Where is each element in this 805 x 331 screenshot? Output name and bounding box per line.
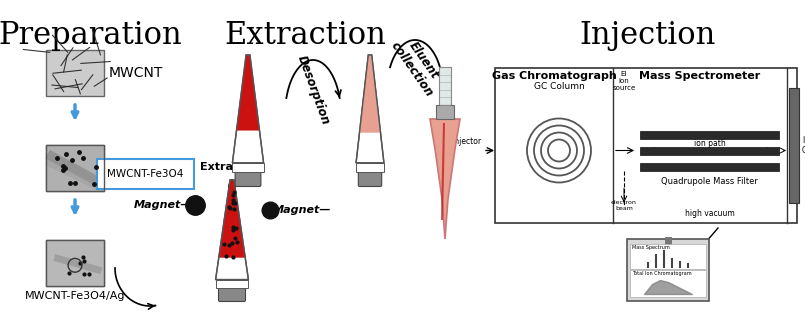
Text: Magnet—: Magnet— xyxy=(134,200,192,210)
Text: Magnet—: Magnet— xyxy=(273,205,332,215)
Text: Total Ion Chromatogram: Total Ion Chromatogram xyxy=(632,271,691,276)
Bar xyxy=(46,240,104,286)
Text: high vacuum: high vacuum xyxy=(684,209,734,218)
Polygon shape xyxy=(216,180,249,280)
Bar xyxy=(630,244,706,269)
Text: Injection: Injection xyxy=(580,20,716,51)
Bar xyxy=(46,240,104,286)
Bar xyxy=(789,88,799,203)
Bar xyxy=(640,130,779,138)
Bar xyxy=(216,280,249,288)
Text: EI
ion
source: EI ion source xyxy=(613,71,636,91)
Text: MWCNT-Fe3O4: MWCNT-Fe3O4 xyxy=(107,169,184,179)
Text: electron
beam: electron beam xyxy=(611,200,637,211)
Bar xyxy=(640,163,779,170)
Bar xyxy=(46,145,104,191)
Bar xyxy=(495,68,797,223)
FancyBboxPatch shape xyxy=(218,287,246,302)
Text: GC Column: GC Column xyxy=(534,82,584,91)
Text: Extraction: Extraction xyxy=(224,20,386,51)
FancyBboxPatch shape xyxy=(235,170,261,186)
Polygon shape xyxy=(430,119,460,239)
Text: ion path: ion path xyxy=(694,138,725,148)
Text: Data analysis: Data analysis xyxy=(630,262,706,272)
Text: Gas Chromatograph: Gas Chromatograph xyxy=(492,71,617,81)
Bar xyxy=(233,163,263,172)
Text: Extraction: Extraction xyxy=(200,162,264,172)
Text: MWCNT: MWCNT xyxy=(109,66,163,80)
Bar xyxy=(46,240,104,286)
Polygon shape xyxy=(360,55,381,133)
FancyBboxPatch shape xyxy=(627,239,709,301)
FancyBboxPatch shape xyxy=(358,170,382,186)
Polygon shape xyxy=(233,55,263,163)
Polygon shape xyxy=(219,180,246,258)
Bar xyxy=(439,67,451,105)
Bar xyxy=(46,145,104,191)
Text: Mass Spectrometer: Mass Spectrometer xyxy=(639,71,761,81)
Bar xyxy=(46,50,104,96)
Text: Mass Spectrum: Mass Spectrum xyxy=(632,245,670,250)
Text: Eluent
collection: Eluent collection xyxy=(388,31,448,99)
Text: Ion
Collector: Ion Collector xyxy=(802,136,805,155)
Text: Preparation: Preparation xyxy=(0,20,182,51)
Bar xyxy=(652,252,684,258)
Bar xyxy=(46,145,104,191)
Text: Injector: Injector xyxy=(452,136,481,146)
Bar xyxy=(640,147,779,155)
Bar xyxy=(356,163,384,172)
Polygon shape xyxy=(237,55,259,130)
Bar xyxy=(436,105,454,119)
Bar xyxy=(630,270,706,297)
Text: MWCNT-Fe3O4/Ag: MWCNT-Fe3O4/Ag xyxy=(25,291,126,301)
Polygon shape xyxy=(356,55,384,163)
Text: Desorption: Desorption xyxy=(295,53,332,126)
Text: Quadrupole Mass Filter: Quadrupole Mass Filter xyxy=(661,176,758,185)
